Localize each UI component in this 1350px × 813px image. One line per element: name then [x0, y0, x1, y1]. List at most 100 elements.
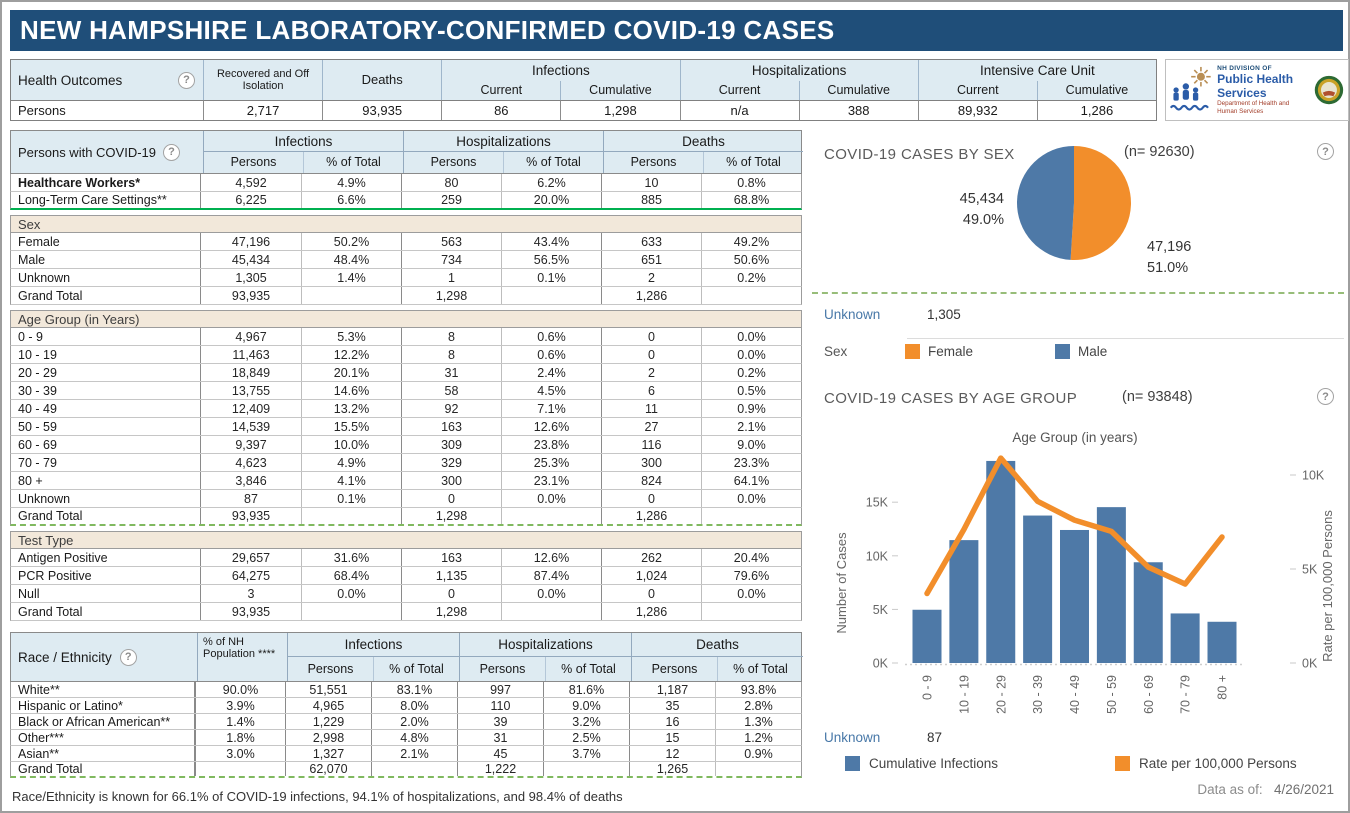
table-cell: 0.9%	[701, 400, 801, 417]
table-cell: 31	[457, 730, 543, 745]
table-row: 80 + 3,846 4.1% 300 23.1% 824 64.1%	[10, 472, 802, 490]
bar-80+[interactable]	[1207, 621, 1237, 663]
table-row: PCR Positive 64,275 68.4% 1,135 87.4% 1,024 7…	[10, 567, 802, 585]
row-label: 20 - 29	[11, 364, 201, 381]
table-cell: 51,551	[285, 682, 371, 697]
table-cell: 12.6%	[501, 418, 601, 435]
table-cell: 0.0%	[301, 585, 401, 602]
race-table-label: Race / Ethnicity	[18, 649, 112, 665]
row-label: Female	[11, 233, 201, 250]
table-cell: 13,755	[231, 383, 271, 398]
table-cell: 2	[601, 364, 701, 381]
bar-70-79[interactable]	[1170, 613, 1200, 663]
unknown-row: Unknown 87	[824, 730, 942, 745]
table-row: 60 - 69 9,397 10.0% 309 23.8% 116 9.0%	[10, 436, 802, 454]
subcol-pct: % of Total	[503, 152, 603, 173]
row-cells: 87 0.1% 0 0.0% 0 0.0%	[201, 490, 801, 507]
table-cell: 1,298	[401, 287, 501, 304]
data-as-of-label: Data as of:	[1197, 782, 1263, 797]
table-cell: 20.4%	[701, 549, 801, 566]
table-cell: 3	[247, 586, 255, 601]
table-cell: 93.8%	[715, 682, 801, 697]
table-row: Grand Total 93,935 1,298 1,286	[10, 508, 802, 526]
row-cells: 3,846 4.1% 300 23.1% 824 64.1%	[201, 472, 801, 489]
female-swatch-icon[interactable]	[905, 344, 920, 359]
table-cell: 0.2%	[701, 269, 801, 286]
bar-0-9[interactable]	[912, 609, 942, 663]
right-tick-label: 5K	[1302, 563, 1318, 577]
table-cell	[543, 762, 629, 776]
row-label: 10 - 19	[11, 346, 201, 363]
table-row: 0 - 9 4,967 5.3% 8 0.6% 0 0.0%	[10, 328, 802, 346]
bar-40-49[interactable]	[1060, 529, 1089, 663]
health-outcomes-label: Health Outcomes	[18, 72, 123, 88]
table-cell: 885	[601, 192, 701, 208]
male-percent: 49.0%	[962, 212, 1004, 228]
x-tick-label: 40 - 49	[1068, 675, 1082, 714]
table-row: 50 - 59 14,539 15.5% 163 12.6% 27 2.1%	[10, 418, 802, 436]
bar-30-39[interactable]	[1023, 515, 1053, 663]
data-as-of-date	[1266, 782, 1270, 797]
line-swatch-icon[interactable]	[1115, 756, 1130, 771]
legend-label-female[interactable]: Female	[928, 344, 974, 359]
pie-slice-female[interactable]	[1070, 146, 1131, 260]
table-row: 10 - 19 11,463 12.2% 8 0.6% 0 0.0%	[10, 346, 802, 364]
legend-label-line[interactable]: Rate per 100,000 Persons	[1139, 756, 1297, 771]
help-icon[interactable]: ?	[163, 143, 180, 161]
help-icon[interactable]: ?	[1317, 388, 1334, 405]
left-tick-label: 5K	[873, 603, 889, 617]
legend-label-bars[interactable]: Cumulative Infections	[869, 756, 999, 771]
bar-20-29[interactable]	[986, 460, 1016, 663]
row-cells: 18,849 20.1% 31 2.4% 2 0.2%	[201, 364, 801, 381]
help-icon[interactable]: ?	[119, 648, 137, 666]
male-swatch-icon[interactable]	[1055, 344, 1070, 359]
row-label: Grand Total	[11, 603, 201, 620]
table-row: Unknown 87 0.1% 0 0.0% 0 0.0%	[10, 490, 802, 508]
row-label: 0 - 9	[11, 328, 201, 345]
table-row: Sex	[10, 215, 802, 233]
row-cells: 62,070 1,222 1,265	[195, 762, 801, 776]
table-cell: 1.4%	[301, 269, 401, 286]
table-cell: 5.3%	[301, 328, 401, 345]
row-label: Persons	[11, 100, 203, 120]
right-axis-title: Rate per 100,000 Persons	[1320, 510, 1335, 662]
pie-slice-male[interactable]	[1017, 146, 1074, 260]
age-bar-chart: Age Group (in years) 0K 5K 10K 15K 0K 5K 10K Num…	[834, 430, 1335, 714]
sex-pie-chart	[1017, 146, 1131, 260]
row-label: Null	[11, 585, 201, 602]
bar-swatch-icon[interactable]	[845, 756, 860, 771]
table-row: Grand Total 93,935 1,298 1,286	[10, 603, 802, 621]
logo-text: NH DIVISION OF Public Health Services De…	[1217, 65, 1311, 115]
legend-label-male[interactable]: Male	[1078, 344, 1108, 359]
female-count: 47,196	[1147, 239, 1192, 255]
table-cell: 1.2%	[715, 730, 801, 745]
table-cell: 1,286	[1036, 100, 1156, 120]
rate-line[interactable]	[924, 455, 1225, 597]
table-cell: 18,849	[231, 365, 271, 380]
table-cell: 0.1%	[301, 490, 401, 507]
persons-table-label-cell: Persons with COVID-19 ?	[11, 131, 203, 173]
table-cell: 64.1%	[701, 472, 801, 489]
table-row: Null 3 0.0% 0 0.0% 0 0.0%	[10, 585, 802, 603]
table-cell: 20.0%	[501, 192, 601, 208]
row-label: Male	[11, 251, 201, 268]
persons-table-body: Healthcare Workers* 4,592 4.9% 80 6.2% 10 0.8…	[10, 174, 802, 621]
table-cell	[701, 603, 801, 620]
row-label: Age Group (in Years)	[18, 311, 140, 327]
table-cell	[301, 508, 401, 524]
help-icon[interactable]: ?	[1317, 143, 1334, 160]
x-tick-label: 50 - 59	[1105, 675, 1119, 714]
bar-60-69[interactable]	[1133, 562, 1163, 663]
unknown-label: Unknown	[824, 307, 881, 322]
table-cell: 31	[401, 364, 501, 381]
table-cell: 93,935	[231, 604, 271, 619]
logo-line2: Public Health Services	[1217, 71, 1294, 100]
help-icon[interactable]: ?	[178, 71, 195, 89]
table-cell: 2,998	[285, 730, 371, 745]
row-label: Grand Total	[11, 508, 201, 524]
column-nh-population: % of NH Population ****	[197, 633, 287, 681]
table-row: 30 - 39 13,755 14.6% 58 4.5% 6 0.5%	[10, 382, 802, 400]
bar-10-19[interactable]	[949, 540, 979, 663]
male-count: 45,434	[959, 191, 1004, 207]
race-footnote: Race/Ethnicity is known for 66.1% of COV…	[12, 789, 623, 804]
